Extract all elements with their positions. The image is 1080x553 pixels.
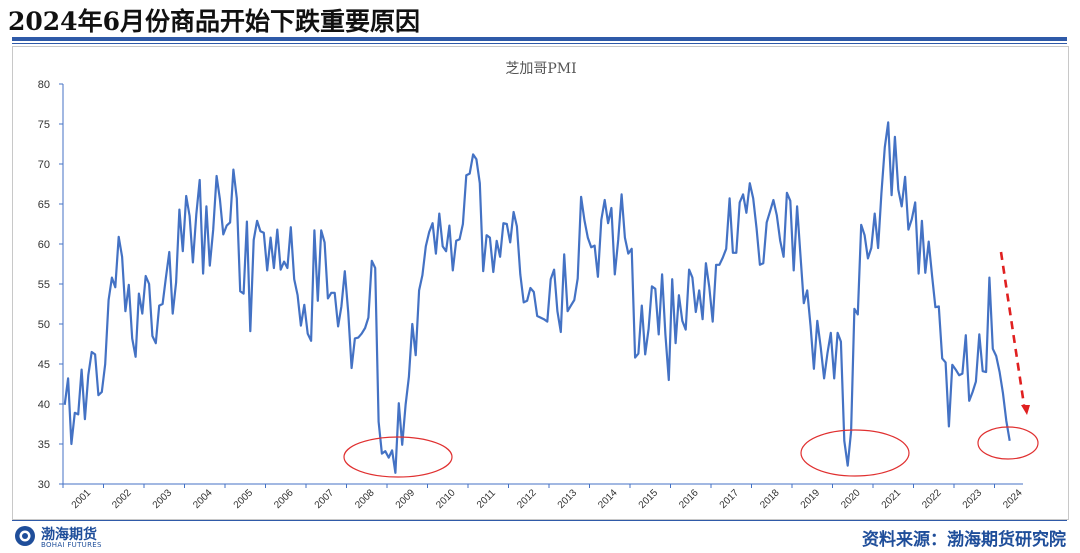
x-tick-label: 2013 [556,487,580,511]
x-tick-label: 2018 [758,487,782,511]
x-tick-label: 2005 [232,487,256,511]
y-tick-label: 80 [38,79,50,91]
x-tick-label: 2001 [70,487,94,511]
footer-divider [12,520,1067,521]
y-tick-label: 50 [38,319,50,331]
y-tick-label: 70 [38,159,50,171]
source-note: 资料来源：渤海期货研究院 [862,530,1066,550]
logo-text-cn: 渤海期货 [41,527,97,543]
annotation-circle-2020 [800,429,910,477]
bohai-logo-icon [15,526,35,546]
x-tick-label: 2012 [515,487,539,511]
x-tick-label: 2009 [394,487,418,511]
y-tick-label: 65 [38,199,50,211]
x-tick-label: 2007 [313,487,337,511]
y-tick-label: 40 [38,399,50,411]
y-tick-label: 60 [38,239,50,251]
y-tick-label: 35 [38,439,50,451]
header-divider-thin [12,43,1067,44]
x-tick-label: 2016 [677,487,701,511]
x-tick-label: 2014 [596,487,620,511]
series-line-chicago-pmi [63,121,1011,474]
y-tick-label: 55 [38,279,50,291]
x-tick-label: 2019 [799,487,823,511]
logo-text-en: BOHAI FUTURES [41,541,102,549]
trend-arrow-line [999,251,1026,406]
chart-frame: 芝加哥PMI 30 35 40 45 50 55 60 65 70 75 80 2001 2002 20… [12,46,1069,520]
y-axis: 30 35 40 45 50 55 60 65 70 75 80 [38,79,64,491]
x-tick-label: 2011 [475,487,498,510]
x-tick-label: 2010 [434,487,458,511]
trend-arrow-head [1021,405,1030,415]
x-tick-label: 2003 [151,487,175,511]
x-tick-label: 2004 [191,487,215,511]
x-tick-label: 2015 [637,487,661,511]
chart-title: 芝加哥PMI [505,61,576,77]
y-tick-label: 30 [38,479,50,491]
page-title: 2024年6月份商品开始下跌重要原因 [8,7,420,36]
x-tick-label: 2022 [920,487,944,511]
x-tick-label: 2021 [880,487,904,511]
y-tick-label: 45 [38,359,50,371]
x-tick-label: 2020 [839,487,863,511]
x-tick-label: 2023 [961,487,985,511]
bohai-futures-logo: 渤海期货 BOHAI FUTURES [14,523,164,551]
x-tick-label: 2006 [272,487,296,511]
x-tick-label: 2002 [110,487,134,511]
header-divider-thick [12,37,1067,41]
x-tick-label: 2017 [718,487,742,511]
annotation-circle-2009 [343,436,453,478]
x-axis: 2001 2002 2003 2004 2005 2006 2007 2008 2009 2010… [62,483,1025,511]
x-tick-label: 2024 [1001,487,1025,511]
y-tick-label: 75 [38,119,50,131]
x-tick-label: 2008 [353,487,377,511]
annotation-circle-2024 [977,426,1039,460]
